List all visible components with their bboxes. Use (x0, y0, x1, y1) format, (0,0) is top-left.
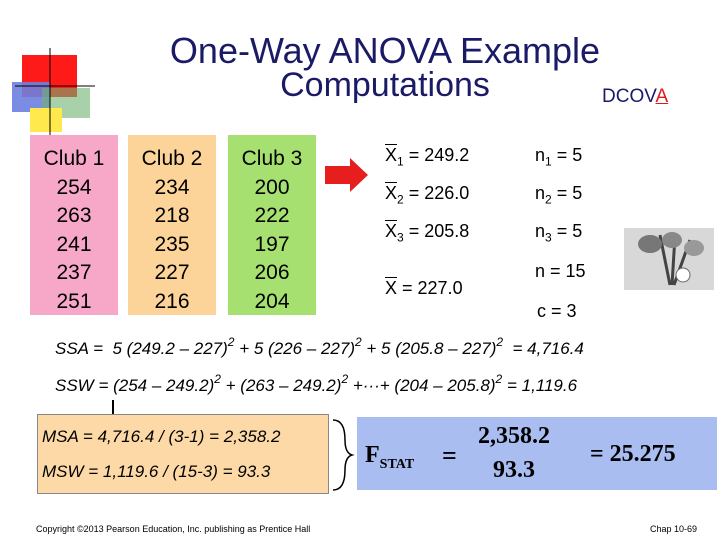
msa: MSA = 4,716.4 / (3-1) = 2,358.2 (42, 427, 281, 446)
arrow (325, 158, 368, 192)
copyright: Copyright ©2013 Pearson Education, Inc. … (36, 524, 311, 534)
column-header: Club 3 (241, 147, 303, 170)
cell: 254 (56, 175, 92, 199)
value: = 226.0 (403, 183, 470, 203)
term: + 5 (205.8 – 227) (361, 339, 497, 358)
size: n3 = 5 (535, 221, 582, 245)
mean: X3 = 205.8 (385, 220, 470, 245)
n-total: n = 15 (535, 261, 586, 281)
cell: 204 (254, 289, 290, 313)
subscript: 1 (397, 154, 404, 169)
symbol: n (535, 183, 546, 203)
column-header: Club 1 (43, 147, 105, 170)
value: = 227.0 (397, 278, 463, 298)
grand-mean: X = 227.0 (385, 277, 463, 299)
club-head (638, 235, 662, 253)
exponent: 2 (355, 335, 362, 349)
column: Club 2 234 218 235 227 216 (128, 135, 216, 315)
cell: 237 (56, 261, 92, 285)
cell: 222 (254, 204, 290, 228)
exponent: 2 (341, 372, 349, 386)
brace (332, 419, 355, 491)
cell: 227 (154, 261, 190, 285)
ms-box (37, 414, 329, 494)
cell: 235 (154, 232, 190, 256)
subtitle: Computations (280, 66, 490, 104)
msw: MSW = 1,119.6 / (15-3) = 93.3 (42, 462, 271, 481)
subscript: 3 (545, 230, 552, 245)
column: Club 3 200 222 197 206 204 (228, 135, 316, 315)
f: F (365, 442, 380, 468)
exponent: 2 (214, 372, 221, 386)
size: n2 = 5 (535, 183, 582, 207)
club-head (662, 232, 682, 248)
deco-square (30, 108, 62, 132)
symbol: X (385, 220, 398, 241)
result: = 25.275 (590, 441, 676, 467)
cell: 241 (56, 232, 92, 256)
value: = 249.2 (403, 145, 470, 165)
symbol: X (385, 277, 398, 298)
ssa-formula: SSA = 5 (249.2 – 227)2 + 5 (226 – 227)2 … (55, 335, 675, 359)
term: + 5 (226 – 227) (234, 339, 355, 358)
fstat-box: FSTAT = 2,358.2 93.3 = 25.275 (357, 417, 717, 490)
cell: 197 (254, 232, 290, 256)
cell: 216 (154, 289, 190, 313)
cell: 218 (154, 204, 190, 228)
denominator: 93.3 (493, 457, 535, 483)
term: + (263 – 249.2) (220, 376, 342, 395)
symbol: X (385, 144, 398, 165)
cell: 200 (254, 175, 290, 199)
page-number: Chap 10-69 (650, 524, 698, 534)
exponent: 2 (495, 372, 503, 386)
exponent: 2 (496, 335, 504, 349)
cell: 251 (56, 289, 92, 313)
equals: = (442, 441, 457, 470)
cell: 206 (254, 261, 290, 285)
term: SSA = 5 (249.2 – 227) (55, 339, 228, 358)
subscript: 2 (545, 192, 552, 207)
symbol: n (535, 221, 546, 241)
term: = 4,716.4 (503, 339, 584, 358)
subscript: 3 (397, 230, 404, 245)
tag-highlight: A (655, 86, 669, 107)
size: n1 = 5 (535, 145, 582, 169)
column-header: Club 2 (141, 147, 203, 170)
value: = 5 (551, 221, 583, 241)
symbol: X (385, 182, 398, 203)
mean: X1 = 249.2 (385, 144, 470, 169)
term: +···+ (204 – 205.8) (348, 376, 496, 395)
tag-text: DCOV (602, 86, 656, 107)
ball (675, 267, 691, 283)
mean: X2 = 226.0 (385, 182, 470, 207)
subscript: 1 (545, 154, 552, 169)
term: = 1,119.6 (502, 376, 578, 395)
column: Club 1 254 263 241 237 251 (30, 135, 118, 315)
value: = 5 (551, 183, 583, 203)
ssw-formula: SSW = (254 – 249.2)2 + (263 – 249.2)2 +·… (55, 372, 577, 396)
cell: 234 (154, 175, 190, 199)
symbol: n (535, 145, 546, 165)
term: SSW = (254 – 249.2) (55, 376, 215, 395)
value: = 5 (551, 145, 583, 165)
c-groups: c = 3 (537, 301, 577, 321)
club-head (684, 240, 704, 256)
fstat-symbol: FSTAT (365, 442, 414, 473)
subscript: 2 (397, 192, 404, 207)
cell: 263 (56, 204, 92, 228)
f-sub: STAT (379, 456, 415, 472)
numerator: 2,358.2 (478, 423, 550, 449)
exponent: 2 (227, 335, 235, 349)
tag: DCOVA (602, 86, 668, 108)
title: One-Way ANOVA Example (169, 30, 601, 71)
value: = 205.8 (403, 221, 470, 241)
